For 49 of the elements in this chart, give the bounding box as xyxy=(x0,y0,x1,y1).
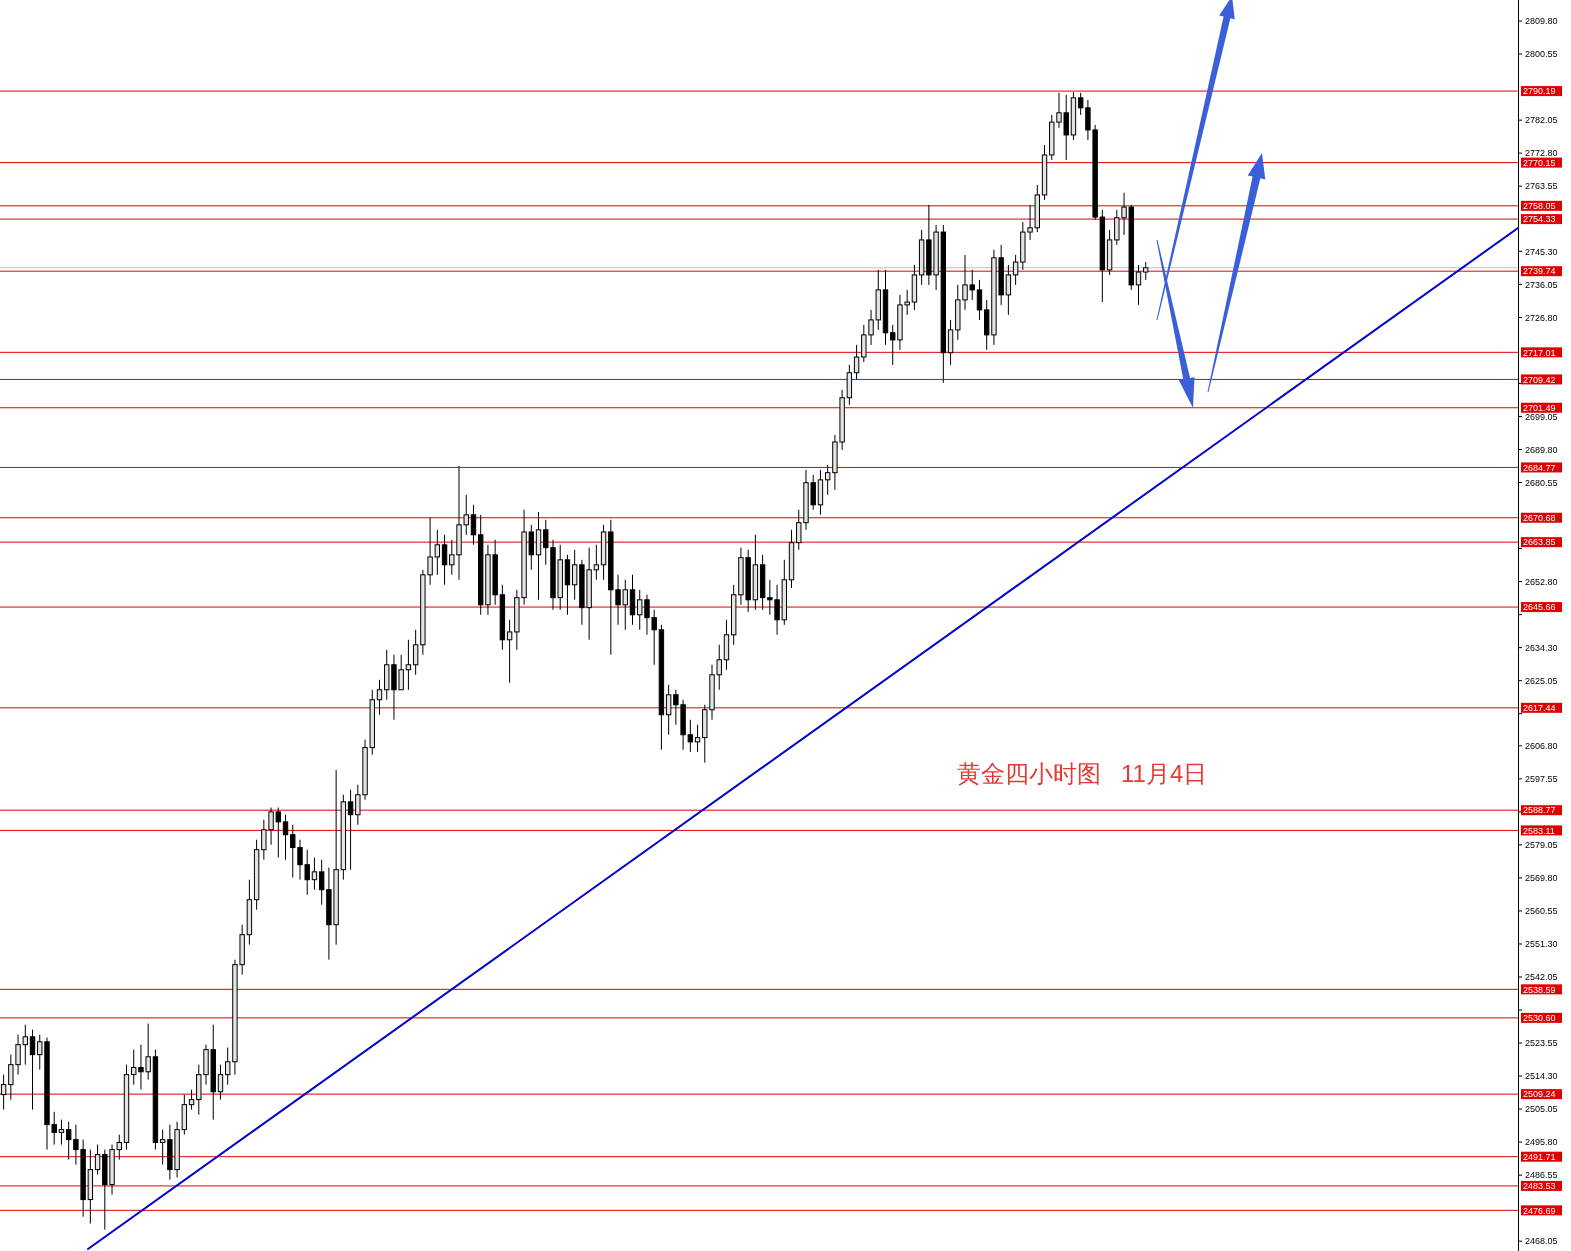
ref-line-label: 2717.01 xyxy=(1523,347,1556,358)
ref-line-label: 2476.69 xyxy=(1523,1205,1556,1216)
y-tick-label: 2551.30 xyxy=(1525,939,1558,950)
y-tick-label: 2514.30 xyxy=(1525,1071,1558,1082)
y-tick-label: 2579.05 xyxy=(1525,840,1558,851)
y-tick-label: 2606.80 xyxy=(1525,741,1558,752)
y-tick-label: 2726.80 xyxy=(1525,312,1558,323)
ref-line-label: 2663.85 xyxy=(1523,537,1556,548)
ref-line-label: 2670.68 xyxy=(1523,512,1556,523)
y-tick-label: 2505.05 xyxy=(1525,1104,1558,1115)
ref-line-label: 2739.74 xyxy=(1523,266,1556,277)
y-tick-label: 2782.05 xyxy=(1525,115,1558,126)
ref-line-label: 2758.05 xyxy=(1523,201,1556,212)
ref-line-label: 2709.42 xyxy=(1523,374,1556,385)
ref-line-label: 2684.77 xyxy=(1523,462,1556,473)
ref-line-label: 2530.60 xyxy=(1523,1013,1556,1024)
ref-line-label: 2754.33 xyxy=(1523,214,1556,225)
ref-line-label: 2483.53 xyxy=(1523,1181,1556,1192)
text: 黄金四小时图 11月4日 xyxy=(957,760,1208,787)
y-tick-label: 2468.05 xyxy=(1525,1236,1558,1247)
y-tick-label: 2597.55 xyxy=(1525,774,1558,785)
y-tick-label: 2569.80 xyxy=(1525,873,1558,884)
ref-line-label: 2509.24 xyxy=(1523,1089,1556,1100)
y-tick-label: 2699.05 xyxy=(1525,411,1558,422)
y-tick-label: 2542.05 xyxy=(1525,972,1558,983)
ref-line-label: 2588.77 xyxy=(1523,805,1556,816)
y-tick-label: 2772.80 xyxy=(1525,148,1558,159)
y-tick-label: 2652.80 xyxy=(1525,576,1558,587)
ref-line-label: 2491.71 xyxy=(1523,1151,1556,1162)
y-tick-label: 2495.80 xyxy=(1525,1137,1558,1148)
y-tick-label: 2680.55 xyxy=(1525,477,1558,488)
ref-line-label: 2645.66 xyxy=(1523,602,1556,613)
y-tick-label: 2763.55 xyxy=(1525,181,1558,192)
y-tick-label: 2560.55 xyxy=(1525,906,1558,917)
ref-line-label: 2770.15 xyxy=(1523,157,1556,168)
ref-line-label: 2583.11 xyxy=(1523,825,1555,836)
y-tick-label: 2736.05 xyxy=(1525,279,1558,290)
ref-line-label: 2617.44 xyxy=(1523,703,1556,714)
ref-line-label: 2538.59 xyxy=(1523,984,1556,995)
ref-line-label: 2701.49 xyxy=(1523,402,1556,413)
y-tick-label: 2625.05 xyxy=(1525,675,1558,686)
y-tick-label: 2745.30 xyxy=(1525,246,1558,257)
y-tick-label: 2800.55 xyxy=(1525,49,1558,60)
y-tick-label: 2486.55 xyxy=(1525,1170,1558,1181)
y-tick-label: 2523.55 xyxy=(1525,1038,1558,1049)
y-tick-label: 2809.80 xyxy=(1525,16,1558,27)
ref-line-label: 2790.19 xyxy=(1523,86,1556,97)
y-tick-label: 2634.30 xyxy=(1525,642,1558,653)
y-tick-label: 2689.80 xyxy=(1525,444,1558,455)
